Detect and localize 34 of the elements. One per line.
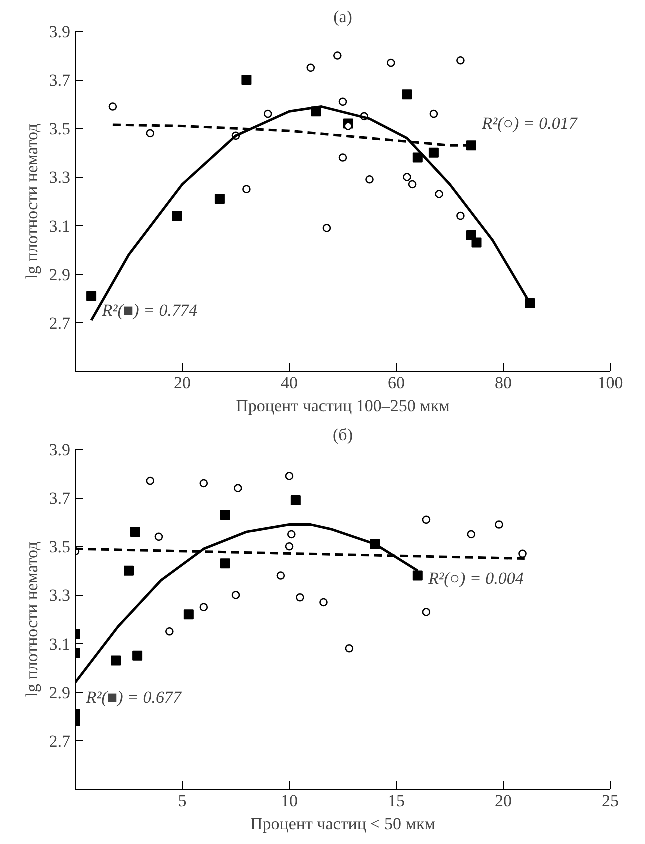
y-tick-label: 3.5 xyxy=(49,120,70,139)
x-tick-label: 15 xyxy=(388,792,405,810)
x-tick-label: 20 xyxy=(495,792,512,810)
y-tick-label: 2.7 xyxy=(49,732,71,751)
x-tick-label: 25 xyxy=(602,792,619,810)
y-tick-label: 3.3 xyxy=(49,168,70,188)
chart-title: (б) xyxy=(333,426,353,444)
annotation: R²(○) = 0.004 xyxy=(428,569,524,588)
x-tick-label: 10 xyxy=(281,792,298,810)
annotation: R²(○) = 0.017 xyxy=(481,114,579,133)
x-tick-label: 80 xyxy=(495,374,512,392)
x-tick-label: 40 xyxy=(281,374,298,392)
x-axis-title: Процент частиц < 50 мкм xyxy=(250,814,436,834)
x-tick-label: 5 xyxy=(178,792,187,810)
y-tick-label: 2.9 xyxy=(49,683,70,702)
annotation: R²(■) = 0.677 xyxy=(85,688,183,708)
x-tick-label: 100 xyxy=(598,374,624,392)
y-tick-label: 3.1 xyxy=(49,634,70,654)
y-tick-label: 2.9 xyxy=(49,265,70,284)
y-tick-label: 3.9 xyxy=(49,22,70,42)
y-tick-label: 3.3 xyxy=(49,586,70,606)
x-axis-title: Процент частиц 100–250 мкм xyxy=(236,396,450,416)
y-tick-label: 3.7 xyxy=(49,489,71,508)
y-tick-label: 2.7 xyxy=(49,314,71,333)
x-tick-label: 20 xyxy=(174,374,191,392)
y-tick-label: 3.7 xyxy=(49,71,71,90)
annotation: R²(■) = 0.774 xyxy=(101,300,198,320)
y-tick-label: 3.5 xyxy=(49,538,70,557)
x-tick-label: 60 xyxy=(388,374,405,392)
y-axis-title: lg плотности нематод xyxy=(22,541,42,698)
y-tick-label: 3.9 xyxy=(49,440,70,460)
chart-title: (a) xyxy=(334,8,352,26)
y-axis-title: lg плотности нематод xyxy=(22,123,42,280)
y-tick-label: 3.1 xyxy=(49,216,70,236)
